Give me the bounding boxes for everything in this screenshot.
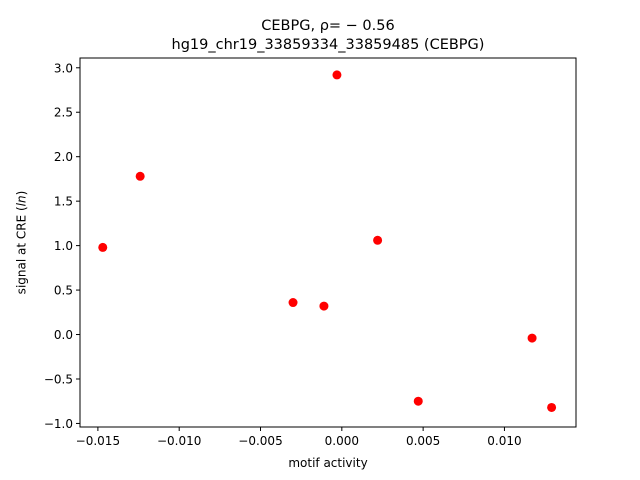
y-axis-ticks: −1.0 −0.5 0.0 0.5 1.0 1.5 2.0 2.5 3.0 (44, 61, 80, 431)
data-point (413, 396, 423, 406)
x-tick-label: 0.005 (406, 434, 440, 448)
data-point (547, 402, 557, 412)
chart-title-line2: hg19_chr19_33859334_33859485 (CEBPG) (172, 37, 485, 53)
y-tick-label: −1.0 (44, 417, 73, 431)
y-tick-label: 0.0 (54, 328, 73, 342)
y-tick-label: 0.5 (54, 284, 73, 298)
x-axis-ticks: −0.015 −0.010 −0.005 0.000 0.005 0.010 (76, 427, 522, 448)
y-tick-label: 2.5 (54, 106, 73, 120)
x-tick-label: −0.010 (157, 434, 201, 448)
y-tick-label: 3.0 (54, 61, 73, 75)
y-axis-label-italic: ln (15, 195, 29, 206)
y-axis-label-suffix: ) (15, 191, 29, 196)
x-tick-label: −0.005 (238, 434, 282, 448)
x-tick-label: 0.000 (325, 434, 359, 448)
data-point (98, 242, 108, 252)
y-axis-label: signal at CRE (ln) (15, 191, 29, 295)
data-point (527, 333, 537, 343)
data-point (332, 70, 342, 80)
y-tick-label: 1.5 (54, 195, 73, 209)
x-tick-label: 0.010 (487, 434, 521, 448)
y-tick-label: 2.0 (54, 150, 73, 164)
y-tick-label: −0.5 (44, 372, 73, 386)
data-point (135, 171, 145, 181)
plot-frame (79, 57, 577, 428)
data-point (319, 301, 329, 311)
chart-title-line1: CEBPG, ρ= − 0.56 (261, 18, 394, 34)
y-axis-label-prefix: signal at CRE ( (15, 206, 29, 294)
data-points (98, 70, 557, 412)
data-point (373, 235, 383, 245)
x-tick-label: −0.015 (76, 434, 120, 448)
data-point (288, 298, 298, 308)
x-axis-label: motif activity (288, 456, 367, 470)
y-tick-label: 1.0 (54, 239, 73, 253)
